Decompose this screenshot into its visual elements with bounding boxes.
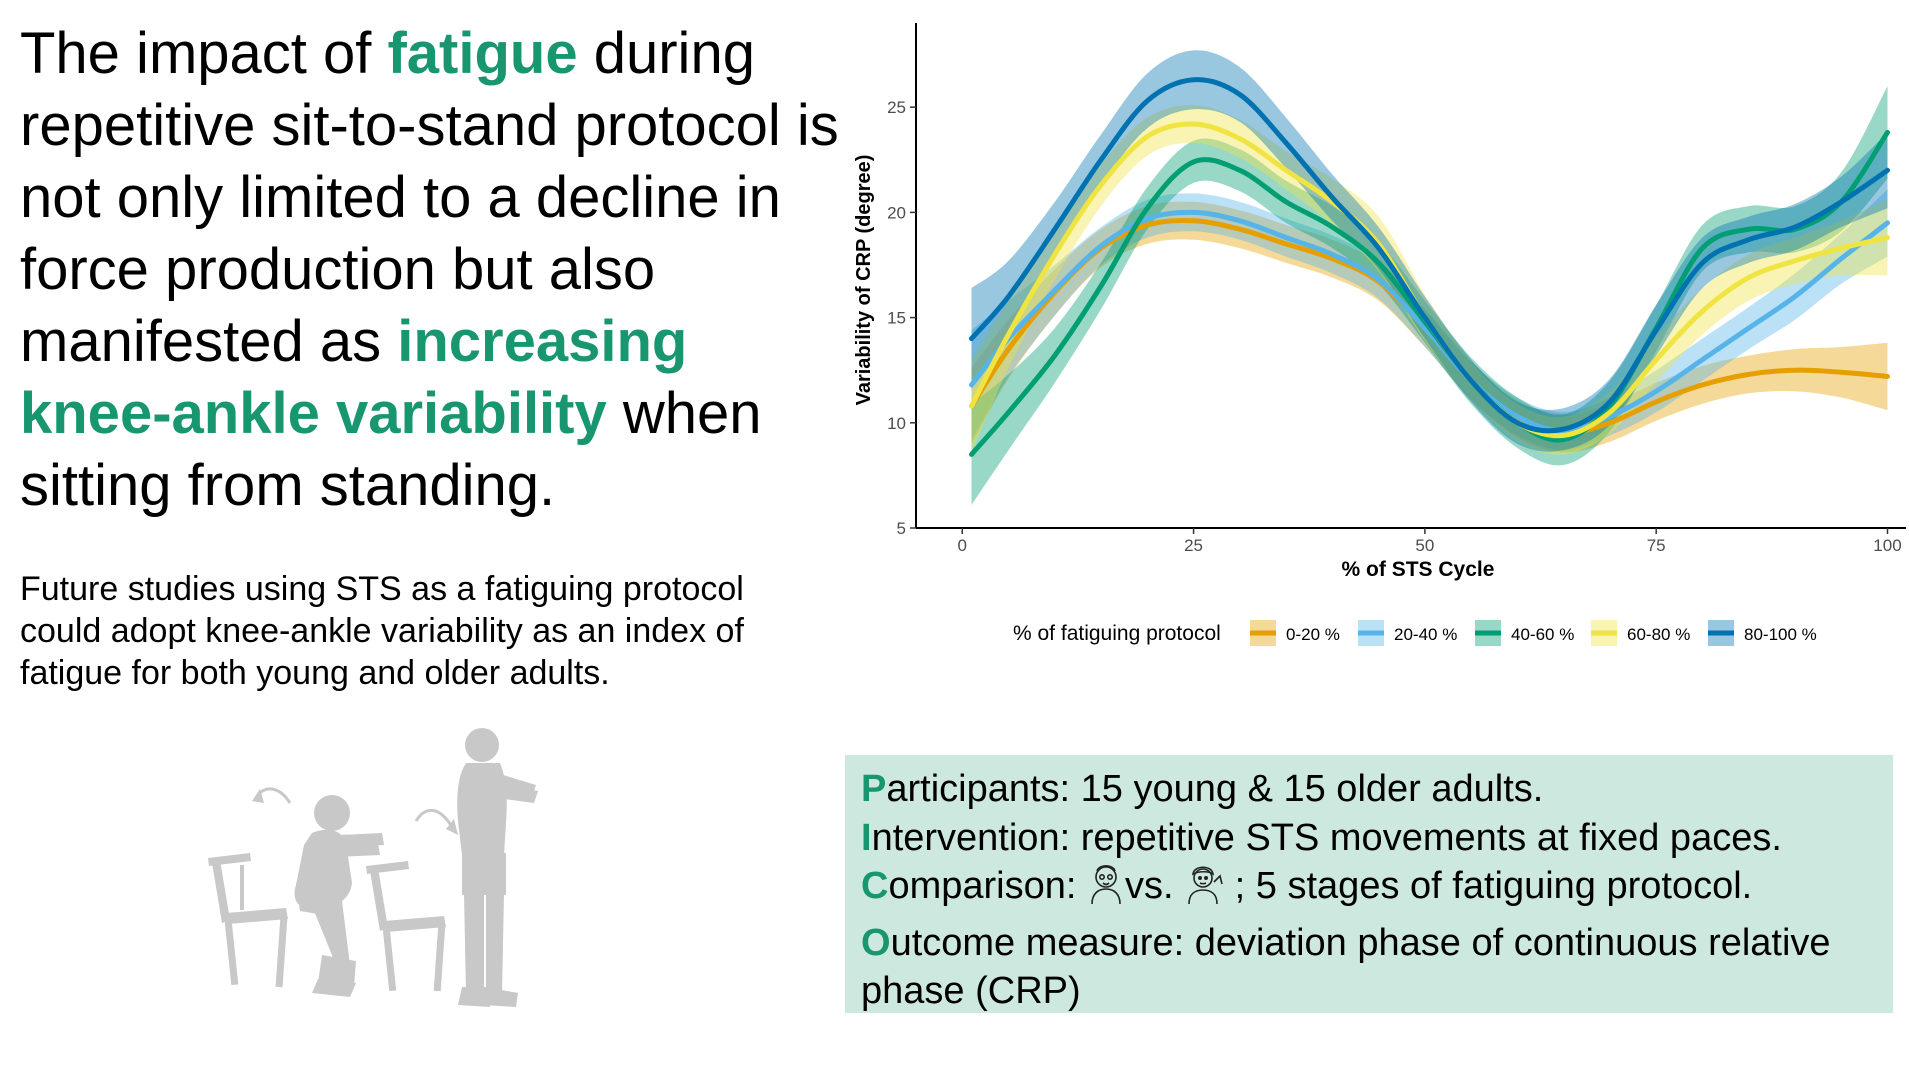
chair-icon <box>366 861 446 992</box>
legend-label: 40-60 % <box>1511 625 1574 644</box>
young-adult-icon <box>1184 862 1224 919</box>
pico-letter-i: I <box>861 816 872 859</box>
standing-person-icon <box>457 728 538 1007</box>
conclusion-text: Future studies using STS as a fatiguing … <box>20 570 744 692</box>
legend-label: 0-20 % <box>1286 625 1340 644</box>
legend-label: 60-80 % <box>1627 625 1690 644</box>
legend-label: 80-100 % <box>1744 625 1817 644</box>
pico-comparison: Comparison: vs. ; 5 stages of fatiguing … <box>861 862 1893 919</box>
pico-participants: Participants: 15 young & 15 older adults… <box>861 765 1893 814</box>
series-line-80-100 <box>969 77 1890 434</box>
chart-svg: 5 10 15 20 25 0 25 50 75 100 % of STS Cycle Vari… <box>853 23 1906 646</box>
pico-intervention-text: ntervention: repetitive STS movements at… <box>871 816 1782 859</box>
headline-highlight-variability: increasing knee-ankle variability <box>20 309 688 446</box>
pico-letter-c: C <box>861 865 889 907</box>
confidence-band-20-40 <box>971 189 1888 451</box>
confidence-band-80-100 <box>971 50 1888 452</box>
x-tick-label: 100 <box>1873 536 1901 555</box>
pico-outcome-text: utcome measure: deviation phase of conti… <box>861 921 1831 1013</box>
crp-variability-chart: 5 10 15 20 25 0 25 50 75 100 % of STS Cycle Vari… <box>850 10 1909 650</box>
y-ticks: 5 10 15 20 25 <box>887 98 916 538</box>
series-line-20-40 <box>969 209 1890 434</box>
pico-summary-box: Participants: 15 young & 15 older adults… <box>845 755 1893 1013</box>
headline: The impact of fatigue during repetitive … <box>20 18 850 522</box>
y-tick-label: 10 <box>887 414 906 433</box>
sit-to-stand-svg <box>208 728 538 1007</box>
x-tick-label: 75 <box>1647 536 1666 555</box>
pico-outcome: Outcome measure: deviation phase of cont… <box>861 919 1893 1016</box>
legend-label: 20-40 % <box>1394 625 1457 644</box>
legend: 0-20 % 20-40 % 40-60 % 60-80 % 80-100 % <box>1250 620 1817 646</box>
older-adult-icon <box>1087 862 1125 919</box>
pico-vs-text: vs. <box>1125 865 1185 907</box>
pico-comparison-text-2: ; 5 stages of fatiguing protocol. <box>1224 865 1753 907</box>
y-tick-label: 15 <box>887 309 906 328</box>
x-ticks: 0 25 50 75 100 <box>958 528 1902 555</box>
pico-letter-p: P <box>861 768 887 810</box>
pico-comparison-text-1: omparison: <box>888 865 1087 907</box>
headline-highlight-fatigue: fatigue <box>387 21 578 86</box>
series-lines <box>969 77 1890 457</box>
pico-letter-o: O <box>861 921 891 964</box>
x-tick-label: 0 <box>958 536 967 555</box>
x-axis-label: % of STS Cycle <box>1342 558 1495 581</box>
x-tick-label: 25 <box>1184 536 1203 555</box>
legend-title: % of fatiguing protocol <box>1013 622 1221 645</box>
headline-text-3: when sitting from standing. <box>20 381 762 518</box>
x-tick-label: 50 <box>1415 536 1434 555</box>
y-axis-label: Variability of CRP (degree) <box>853 155 875 406</box>
confidence-band-60-80 <box>971 105 1888 455</box>
pico-intervention: Intervention: repetitive STS movements a… <box>861 814 1893 863</box>
curved-arrow-icon <box>256 787 454 828</box>
headline-text-1: The impact of <box>20 21 388 86</box>
headline-text-2: during repetitive sit-to-stand protocol … <box>20 21 839 374</box>
pico-participants-text: articipants: 15 young & 15 older adults. <box>886 768 1544 810</box>
y-tick-label: 25 <box>887 98 906 117</box>
squatting-person-icon <box>294 795 384 997</box>
y-tick-label: 20 <box>887 203 906 222</box>
sit-to-stand-illustration <box>200 725 560 1025</box>
y-tick-label: 5 <box>897 519 906 538</box>
chair-icon <box>208 853 288 988</box>
